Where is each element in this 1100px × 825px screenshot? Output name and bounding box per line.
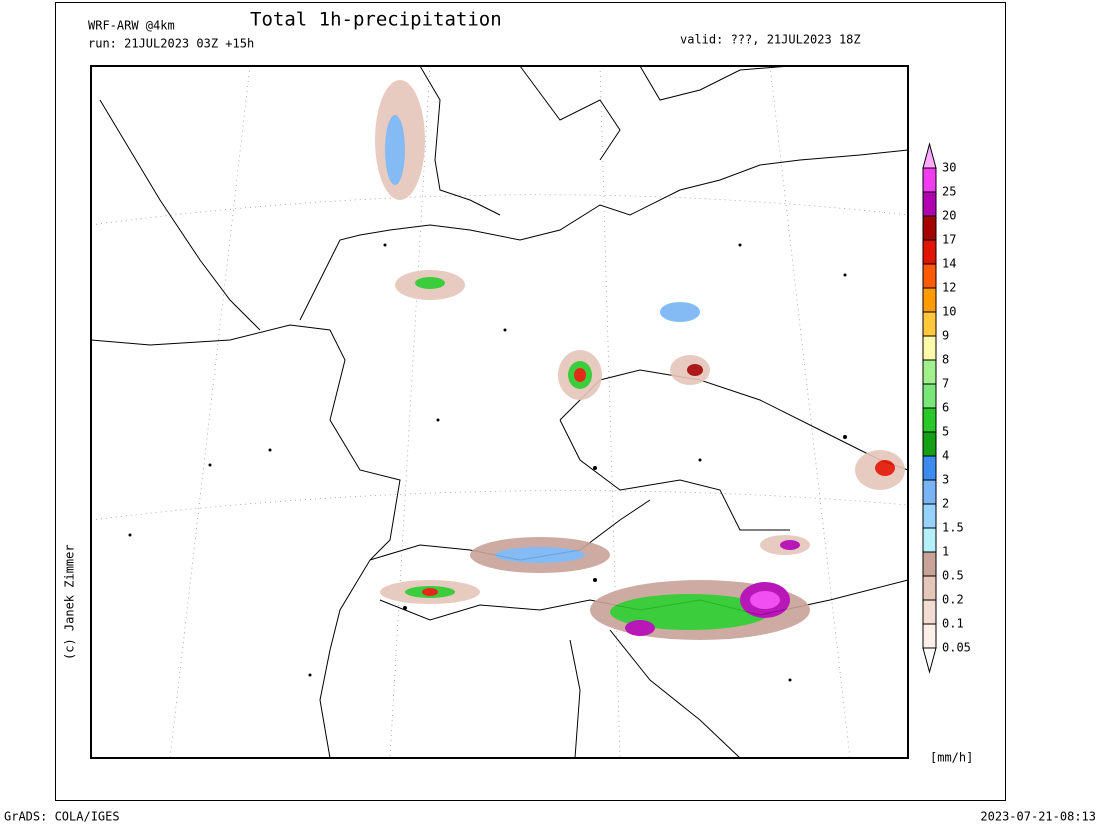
legend-box [922,287,937,313]
legend-level: 3 [942,473,949,487]
legend-level: 0.05 [942,641,971,655]
legend-level: 6 [942,401,949,415]
legend-level: 17 [942,233,956,247]
legend-box [922,503,937,529]
legend-level: 0.2 [942,593,964,607]
precipitation-field [375,80,905,640]
coastlines-borders [90,65,909,759]
map-title: Total 1h-precipitation [250,9,502,31]
legend-box [922,359,937,385]
color-legend: 0.05 0.1 0.2 0.5 1 1.5 2 3 4 5 6 7 8 9 10 12 14 17 20 25 30 [922,142,971,674]
legend-level: 10 [942,305,956,319]
legend-box [922,191,937,217]
legend-box [922,599,937,625]
legend-box [922,311,937,337]
legend-box [922,575,937,601]
legend-unit: [mm/h] [930,751,973,765]
legend-box [922,263,937,289]
legend-box [922,407,937,433]
legend-box [922,215,937,241]
legend-level: 7 [942,377,949,391]
valid-label: valid: ???, 21JUL2023 18Z [680,33,861,47]
legend-level: 14 [942,257,956,271]
legend-level: 1.5 [942,521,964,535]
legend-level: 0.5 [942,569,964,583]
city-markers [128,243,847,682]
legend-level: 20 [942,209,956,223]
map [90,65,909,759]
legend-level: 9 [942,329,949,343]
legend-box [922,551,937,577]
run-label: run: 21JUL2023 03Z +15h [88,37,254,51]
legend-level: 0.1 [942,617,964,631]
software-credit: GrADS: COLA/IGES [4,810,120,824]
legend-level: 2 [942,497,949,511]
legend-box [922,623,937,649]
legend-box [922,455,937,481]
legend-level: 25 [942,185,956,199]
legend-level: 1 [942,545,949,559]
legend-level: 30 [942,161,956,175]
outer-frame [55,2,1006,801]
timestamp: 2023-07-21-08:13 [980,810,1096,824]
legend-level: 8 [942,353,949,367]
model-label: WRF-ARW @4km [88,19,175,33]
legend-triangle-low [922,647,937,674]
legend-level: 4 [942,449,949,463]
legend-level: 5 [942,425,949,439]
legend-box [922,383,937,409]
legend-box [922,479,937,505]
legend-box [922,239,937,265]
map-frame [90,65,909,759]
legend-level: 12 [942,281,956,295]
legend-box [922,167,937,193]
graticule [90,65,909,759]
legend-triangle-high [922,142,937,169]
credit: (c) Janek Zimmer [63,544,77,660]
legend-box [922,335,937,361]
legend-box [922,431,937,457]
legend-box [922,527,937,553]
